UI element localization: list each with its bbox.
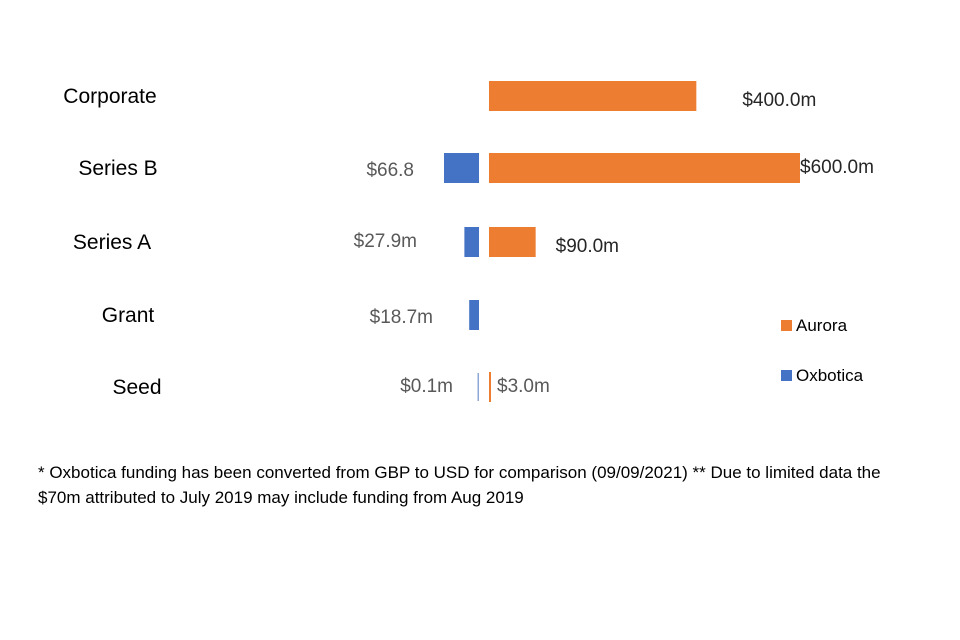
bar-oxbotica-grant — [469, 300, 479, 330]
category-label-grant: Grant — [102, 304, 155, 327]
data-label-aurora-seed: $3.0m — [497, 376, 550, 397]
legend-label-oxbotica: Oxbotica — [796, 366, 864, 385]
bar-aurora-seed — [489, 372, 491, 402]
legend-swatch-oxbotica — [781, 370, 792, 381]
legend-label-aurora: Aurora — [796, 316, 848, 335]
bar-aurora-series-a — [489, 227, 536, 257]
data-label-aurora-series-a: $90.0m — [556, 236, 619, 257]
funding-comparison-chart: Corporate $400.0m Series B $600.0m $66.8 Seri… — [63, 81, 874, 402]
category-label-series-b: Series B — [78, 157, 157, 180]
data-label-oxbotica-seed: $0.1m — [400, 376, 453, 397]
category-label-corporate: Corporate — [63, 85, 156, 108]
data-label-aurora-series-b: $600.0m — [800, 157, 874, 178]
category-label-series-a: Series A — [73, 231, 151, 254]
legend-swatch-aurora — [781, 320, 792, 331]
category-label-seed: Seed — [112, 376, 161, 399]
bar-oxbotica-seed — [477, 373, 479, 401]
bar-aurora-series-b — [489, 153, 800, 183]
data-label-oxbotica-series-a: $27.9m — [354, 231, 417, 252]
data-label-oxbotica-grant: $18.7m — [370, 307, 433, 328]
data-label-oxbotica-series-b: $66.8 — [366, 160, 414, 181]
bar-oxbotica-series-b — [444, 153, 479, 183]
footnote: * Oxbotica funding has been converted fr… — [38, 463, 881, 507]
bar-oxbotica-series-a — [464, 227, 479, 257]
data-label-aurora-corporate: $400.0m — [742, 90, 816, 111]
bar-aurora-corporate — [489, 81, 697, 111]
